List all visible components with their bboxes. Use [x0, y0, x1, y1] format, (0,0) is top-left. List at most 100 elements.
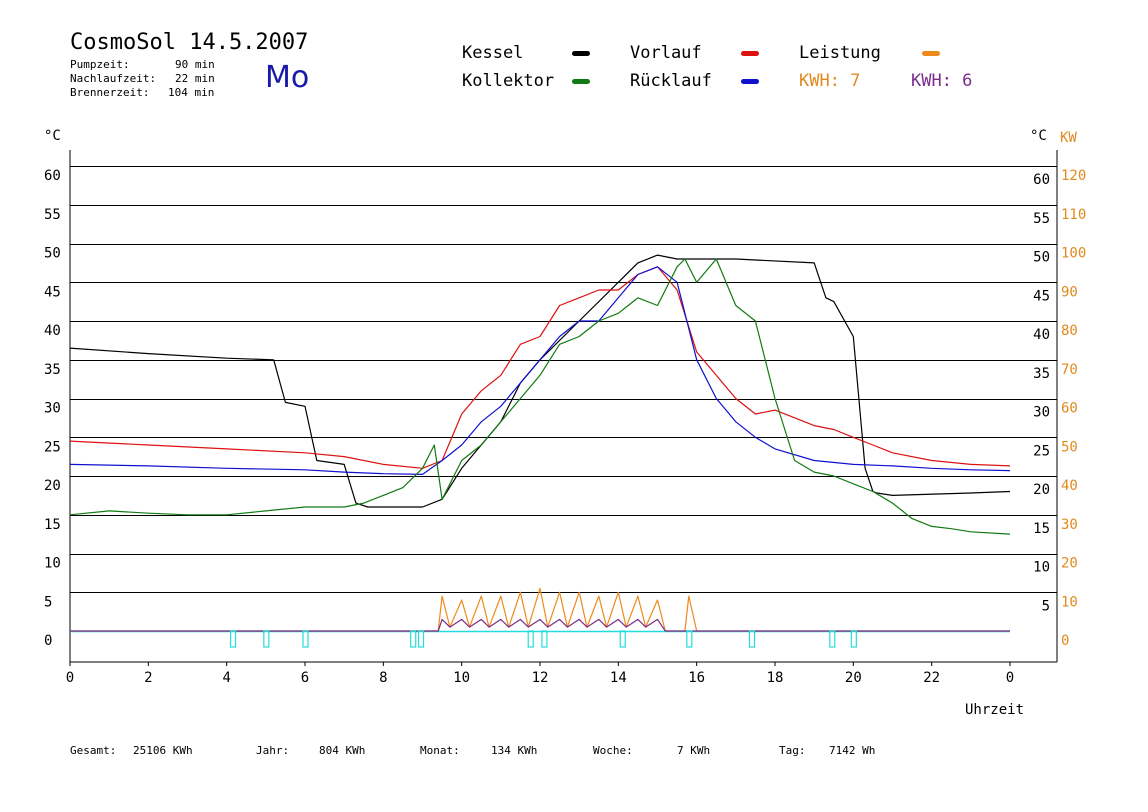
- info-brennerzeit-value: 104 min: [168, 86, 215, 99]
- footer-tag-value: 7142 Wh: [829, 744, 876, 757]
- info-pumpzeit-value: 90 min: [175, 58, 215, 71]
- pump-marker: [527, 630, 534, 648]
- series-line-vorlauf: [69, 266, 1011, 469]
- series-line-leistung: [70, 587, 1010, 632]
- y-tick-left: 40: [44, 323, 61, 339]
- x-tick-label: 12: [532, 670, 549, 686]
- legend-leistung-swatch: [922, 51, 940, 56]
- right-unit-kw-label: KW: [1060, 130, 1077, 146]
- legend-ruecklauf: Rücklauf: [630, 71, 712, 91]
- x-tick-label: 8: [379, 670, 387, 686]
- pump-marker: [541, 630, 548, 648]
- y-tick-right-kw: 40: [1061, 478, 1078, 494]
- footer-monat-value: 134 KWh: [491, 744, 538, 757]
- info-nachlaufzeit-label: Nachlaufzeit:: [70, 72, 157, 85]
- y-tick-right-c: 35: [1033, 366, 1050, 382]
- y-tick-right-c: 55: [1033, 211, 1050, 227]
- y-tick-right-kw: 70: [1061, 362, 1078, 378]
- pump-marker: [850, 630, 857, 648]
- y-tick-left: 0: [44, 633, 52, 649]
- legend-leistung: Leistung: [799, 43, 881, 63]
- y-tick-left: 25: [44, 439, 61, 455]
- pump-marker: [748, 630, 756, 648]
- y-tick-right-kw: 0: [1061, 633, 1069, 649]
- y-tick-right-c: 5: [1042, 598, 1050, 614]
- y-tick-right-kw: 30: [1061, 517, 1078, 533]
- y-tick-right-kw: 10: [1061, 594, 1078, 610]
- x-tick-label: 10: [453, 670, 470, 686]
- pump-marker: [417, 630, 425, 648]
- legend-ruecklauf-swatch: [741, 79, 759, 84]
- footer-jahr-value: 804 KWh: [319, 744, 366, 757]
- legend-kessel-swatch: [572, 51, 590, 56]
- y-tick-right-c: 20: [1033, 482, 1050, 498]
- series-line-kollektor: [69, 258, 1011, 535]
- weekday-label: Mo: [265, 60, 310, 95]
- pump-marker: [229, 630, 237, 648]
- legend-kollektor: Kollektor: [462, 71, 555, 91]
- info-brennerzeit-label: Brennerzeit:: [70, 86, 150, 99]
- y-tick-right-kw: 80: [1061, 323, 1078, 339]
- y-tick-left: 5: [44, 594, 52, 610]
- x-tick-label: 4: [222, 670, 230, 686]
- y-tick-left: 30: [44, 401, 61, 417]
- legend-kollektor-swatch: [572, 79, 590, 84]
- footer-woche-value: 7 KWh: [677, 744, 711, 757]
- footer-woche-label: Woche:: [593, 744, 633, 757]
- y-tick-left: 45: [44, 284, 61, 300]
- y-tick-left: 60: [44, 168, 61, 184]
- chart-title: CosmoSol 14.5.2007: [70, 30, 309, 55]
- y-tick-left: 10: [44, 556, 61, 572]
- y-tick-right-c: 40: [1033, 327, 1050, 343]
- right-unit-c-label: °C: [1030, 128, 1047, 144]
- pump-marker: [829, 630, 836, 648]
- footer-tag-label: Tag:: [779, 744, 806, 757]
- y-tick-right-kw: 50: [1061, 439, 1078, 455]
- legend-vorlauf-swatch: [741, 51, 759, 56]
- y-tick-right-c: 45: [1033, 288, 1050, 304]
- y-tick-left: 15: [44, 517, 61, 533]
- pump-marker: [410, 630, 417, 648]
- legend-kwh-2: KWH: 6: [911, 71, 973, 91]
- y-tick-left: 35: [44, 362, 61, 378]
- series-line-kwh-6: [70, 618, 1010, 632]
- x-axis-label: Uhrzeit: [965, 702, 1025, 718]
- pump-marker: [686, 630, 693, 648]
- footer-monat-label: Monat:: [420, 744, 460, 757]
- x-tick-label: 2: [144, 670, 152, 686]
- y-tick-right-c: 60: [1033, 172, 1050, 188]
- legend-kwh-1: KWH: 7: [799, 71, 861, 91]
- series-line-kessel: [69, 254, 1011, 508]
- y-tick-right-kw: 60: [1061, 401, 1078, 417]
- y-tick-right-kw: 100: [1061, 246, 1086, 262]
- y-tick-right-kw: 120: [1061, 168, 1086, 184]
- y-tick-right-c: 50: [1033, 250, 1050, 266]
- y-tick-right-kw: 90: [1061, 284, 1078, 300]
- y-tick-right-kw: 110: [1061, 207, 1086, 223]
- legend-kessel: Kessel: [462, 43, 524, 63]
- legend-vorlauf: Vorlauf: [630, 43, 702, 63]
- footer-gesamt-label: Gesamt:: [70, 744, 117, 757]
- x-tick-label: 14: [610, 670, 627, 686]
- y-tick-right-c: 15: [1033, 521, 1050, 537]
- y-tick-left: 20: [44, 478, 61, 494]
- y-tick-right-c: 10: [1033, 560, 1050, 576]
- pump-marker: [302, 630, 309, 648]
- y-tick-right-c: 30: [1033, 405, 1050, 421]
- pump-marker: [263, 630, 270, 648]
- y-tick-right-c: 25: [1033, 443, 1050, 459]
- y-tick-left: 55: [44, 207, 61, 223]
- pump-marker: [619, 630, 626, 648]
- x-tick-label: 16: [688, 670, 705, 686]
- info-nachlaufzeit-value: 22 min: [175, 72, 215, 85]
- x-tick-label: 6: [301, 670, 309, 686]
- x-tick-label: 20: [845, 670, 862, 686]
- footer-jahr-label: Jahr:: [256, 744, 290, 757]
- footer-gesamt-value: 25106 KWh: [133, 744, 193, 757]
- x-tick-label: 0: [66, 670, 74, 686]
- left-unit-label: °C: [44, 128, 61, 144]
- x-tick-label: 0: [1006, 670, 1014, 686]
- info-pumpzeit-label: Pumpzeit:: [70, 58, 130, 71]
- x-tick-label: 22: [923, 670, 940, 686]
